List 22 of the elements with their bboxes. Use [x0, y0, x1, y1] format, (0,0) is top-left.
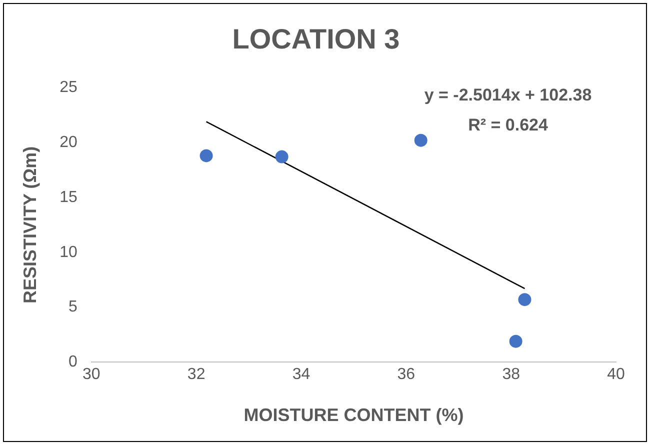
x-tick-label: 36: [397, 366, 416, 384]
x-tick-label: 32: [187, 366, 206, 384]
annotation: R² = 0.624: [468, 116, 548, 135]
point: [275, 150, 288, 164]
y-tick-label: 20: [60, 134, 78, 151]
y-tick-label: 25: [60, 79, 78, 96]
annotation: y = -2.5014x + 102.38: [424, 86, 592, 105]
x-axis-title: MOISTURE CONTENT (%): [244, 405, 464, 426]
chart-title: LOCATION 3: [232, 24, 400, 55]
y-tick-label: 15: [60, 188, 78, 206]
y-tick-label: 5: [68, 298, 78, 316]
point: [509, 334, 522, 348]
y-axis-title: RESISTIVITY (Ωm): [20, 146, 40, 304]
x-tick-label: 30: [82, 366, 100, 384]
point: [200, 149, 213, 162]
x-tick-label: 34: [292, 366, 310, 384]
y-tick-label: 0: [68, 354, 78, 371]
x-tick-label: 38: [502, 366, 520, 384]
x-tick-label: 40: [607, 366, 625, 384]
point: [414, 134, 428, 147]
y-tick-label: 10: [60, 244, 78, 261]
point: [518, 293, 532, 306]
